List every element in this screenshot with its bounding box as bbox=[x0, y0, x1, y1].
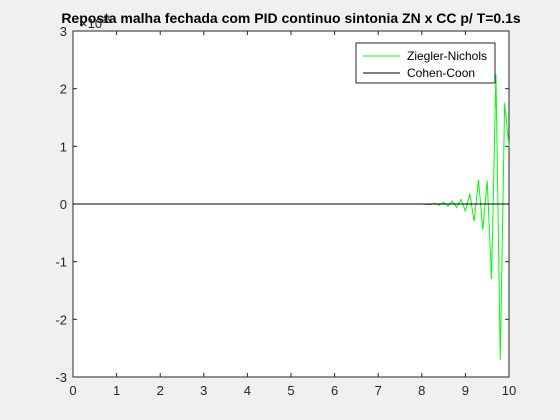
y-tick-label: -2 bbox=[55, 312, 67, 327]
legend-box bbox=[355, 42, 496, 84]
x-tick-label: 8 bbox=[418, 383, 425, 398]
x-tick-label: 4 bbox=[244, 383, 251, 398]
x-tick-label: 10 bbox=[502, 383, 516, 398]
series-lines bbox=[73, 74, 510, 360]
y-exponent-label: ×1015 bbox=[80, 15, 112, 31]
x-tick-label: 3 bbox=[200, 383, 207, 398]
y-tick-label: 0 bbox=[60, 197, 67, 212]
x-tick-label: 1 bbox=[113, 383, 120, 398]
x-tick-label: 0 bbox=[69, 383, 76, 398]
legend-label-ziegler-nichols: Ziegler-Nichols bbox=[407, 49, 487, 63]
chart-title: Reposta malha fechada com PID continuo s… bbox=[61, 10, 521, 26]
y-exponent-power: 15 bbox=[102, 15, 112, 25]
x-tick-label: 9 bbox=[462, 383, 469, 398]
x-tick-label: 2 bbox=[157, 383, 164, 398]
x-tick-label: 6 bbox=[331, 383, 338, 398]
y-tick-label: 2 bbox=[60, 82, 67, 97]
x-tick-label: 5 bbox=[287, 383, 294, 398]
legend-label-cohen-coon: Cohen-Coon bbox=[407, 66, 475, 80]
y-tick-label: -3 bbox=[55, 370, 67, 385]
y-exponent-base: ×10 bbox=[80, 16, 102, 31]
x-tick-label: 7 bbox=[375, 383, 382, 398]
y-tick-label: -1 bbox=[55, 255, 67, 270]
y-tick-label: 3 bbox=[60, 24, 67, 39]
legend: Ziegler-Nichols Cohen-Coon bbox=[355, 42, 496, 84]
y-tick-label: 1 bbox=[60, 139, 67, 154]
